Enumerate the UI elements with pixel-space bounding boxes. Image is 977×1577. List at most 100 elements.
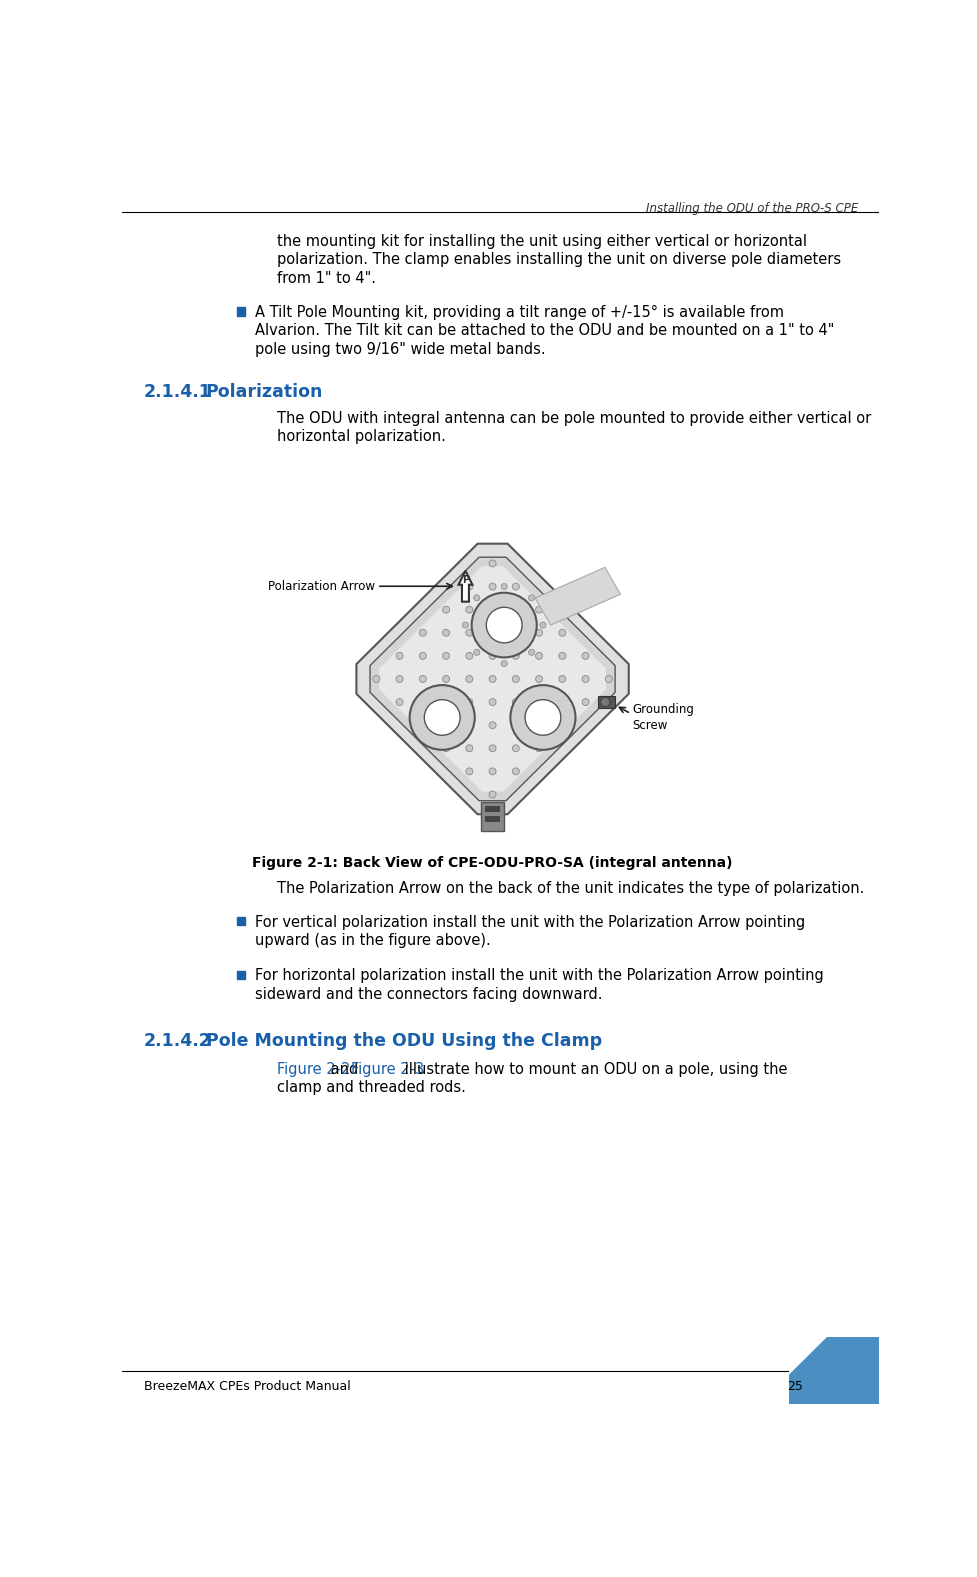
Text: Figure 2-1: Back View of CPE-ODU-PRO-SA (integral antenna): Figure 2-1: Back View of CPE-ODU-PRO-SA … — [252, 856, 733, 871]
Text: upward (as in the figure above).: upward (as in the figure above). — [255, 934, 491, 948]
Circle shape — [512, 699, 520, 705]
Text: BreezeMAX CPEs Product Manual: BreezeMAX CPEs Product Manual — [144, 1380, 351, 1392]
Circle shape — [443, 629, 449, 636]
Text: Installing the ODU of the PRO-S CPE: Installing the ODU of the PRO-S CPE — [646, 202, 859, 214]
Circle shape — [419, 699, 426, 705]
Circle shape — [489, 792, 496, 798]
Text: clamp and threaded rods.: clamp and threaded rods. — [277, 1080, 466, 1094]
Bar — [598, 695, 616, 708]
Circle shape — [512, 675, 520, 683]
Circle shape — [512, 629, 520, 636]
Circle shape — [582, 653, 589, 659]
Circle shape — [409, 684, 475, 749]
Text: Figure 2-3: Figure 2-3 — [351, 1061, 424, 1077]
Text: Pole Mounting the ODU Using the Clamp: Pole Mounting the ODU Using the Clamp — [206, 1033, 602, 1050]
Circle shape — [512, 722, 520, 729]
Circle shape — [466, 699, 473, 705]
Circle shape — [582, 675, 589, 683]
Circle shape — [489, 583, 496, 590]
Circle shape — [472, 593, 536, 658]
Circle shape — [419, 675, 426, 683]
Circle shape — [443, 606, 449, 613]
Text: Alvarion. The Tilt kit can be attached to the ODU and be mounted on a 1" to 4": Alvarion. The Tilt kit can be attached t… — [255, 323, 834, 337]
Polygon shape — [370, 557, 616, 801]
Circle shape — [466, 606, 473, 613]
Text: P: P — [462, 574, 469, 585]
Text: The Polarization Arrow on the back of the unit indicates the type of polarizatio: The Polarization Arrow on the back of th… — [277, 880, 865, 896]
Circle shape — [489, 653, 496, 659]
Circle shape — [512, 768, 520, 774]
Polygon shape — [535, 568, 620, 624]
Circle shape — [489, 606, 496, 613]
Circle shape — [559, 675, 566, 683]
Circle shape — [559, 699, 566, 705]
Circle shape — [466, 768, 473, 774]
Text: 2.1.4.2: 2.1.4.2 — [144, 1033, 212, 1050]
Text: Polarization Arrow: Polarization Arrow — [269, 580, 375, 593]
Circle shape — [489, 744, 496, 752]
Circle shape — [512, 744, 520, 752]
Circle shape — [443, 699, 449, 705]
Circle shape — [501, 661, 507, 667]
Circle shape — [489, 768, 496, 774]
Polygon shape — [357, 544, 629, 814]
Circle shape — [466, 653, 473, 659]
Text: A Tilt Pole Mounting kit, providing a tilt range of +/-15° is available from: A Tilt Pole Mounting kit, providing a ti… — [255, 304, 785, 320]
Circle shape — [512, 653, 520, 659]
Circle shape — [466, 675, 473, 683]
Text: The ODU with integral antenna can be pole mounted to provide either vertical or: The ODU with integral antenna can be pol… — [277, 412, 871, 426]
Circle shape — [540, 621, 546, 628]
Circle shape — [474, 650, 480, 656]
Circle shape — [462, 621, 469, 628]
Circle shape — [582, 699, 589, 705]
Text: Polarization: Polarization — [206, 383, 323, 401]
Circle shape — [489, 629, 496, 636]
Circle shape — [601, 697, 610, 706]
Text: pole using two 9/16" wide metal bands.: pole using two 9/16" wide metal bands. — [255, 342, 546, 356]
Bar — [236, 971, 245, 979]
Circle shape — [443, 722, 449, 729]
Text: sideward and the connectors facing downward.: sideward and the connectors facing downw… — [255, 987, 603, 1001]
Circle shape — [373, 675, 380, 683]
Circle shape — [489, 675, 496, 683]
Circle shape — [396, 699, 404, 705]
Text: 2.1.4.1: 2.1.4.1 — [144, 383, 212, 401]
Circle shape — [489, 699, 496, 705]
Text: Grounding
Screw: Grounding Screw — [632, 703, 695, 732]
Circle shape — [501, 583, 507, 590]
Circle shape — [419, 629, 426, 636]
Text: and: and — [326, 1061, 363, 1077]
Circle shape — [487, 607, 522, 643]
Circle shape — [489, 560, 496, 566]
Polygon shape — [458, 571, 473, 602]
Circle shape — [535, 722, 542, 729]
Bar — [485, 806, 500, 812]
Circle shape — [489, 722, 496, 729]
Polygon shape — [788, 1337, 828, 1375]
Polygon shape — [481, 803, 504, 831]
Text: For vertical polarization install the unit with the Polarization Arrow pointing: For vertical polarization install the un… — [255, 915, 806, 929]
Circle shape — [559, 653, 566, 659]
Polygon shape — [788, 1337, 879, 1404]
Circle shape — [529, 595, 534, 601]
Text: 25: 25 — [787, 1380, 803, 1392]
Circle shape — [525, 700, 561, 735]
Text: illustrate how to mount an ODU on a pole, using the: illustrate how to mount an ODU on a pole… — [401, 1061, 787, 1077]
Circle shape — [535, 653, 542, 659]
Circle shape — [396, 653, 404, 659]
Circle shape — [535, 675, 542, 683]
Circle shape — [512, 583, 520, 590]
Bar — [485, 815, 500, 822]
Text: For horizontal polarization install the unit with the Polarization Arrow pointin: For horizontal polarization install the … — [255, 968, 825, 984]
Circle shape — [466, 583, 473, 590]
Circle shape — [559, 722, 566, 729]
Text: polarization. The clamp enables installing the unit on diverse pole diameters: polarization. The clamp enables installi… — [277, 252, 841, 268]
Circle shape — [559, 629, 566, 636]
Circle shape — [443, 675, 449, 683]
Circle shape — [535, 699, 542, 705]
Circle shape — [466, 744, 473, 752]
Circle shape — [466, 722, 473, 729]
Circle shape — [474, 595, 480, 601]
Text: Figure 2-2: Figure 2-2 — [277, 1061, 351, 1077]
Circle shape — [419, 653, 426, 659]
